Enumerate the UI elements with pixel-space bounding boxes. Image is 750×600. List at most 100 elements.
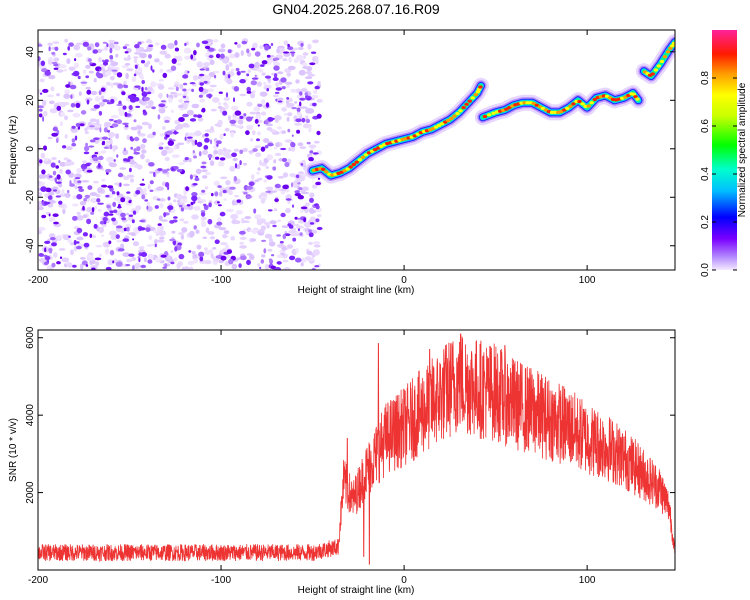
noise-speck [188, 157, 192, 163]
noise-speck [277, 71, 284, 75]
noise-speck [102, 241, 111, 248]
noise-speck [38, 174, 44, 180]
noise-blob [219, 157, 226, 161]
noise-blob [74, 135, 78, 141]
noise-speck [61, 257, 70, 263]
noise-blob [251, 77, 259, 80]
noise-blob [137, 41, 142, 45]
noise-blob [316, 226, 323, 231]
noise-blob [97, 162, 101, 169]
noise-speck [218, 227, 227, 231]
noise-blob [146, 205, 149, 210]
noise-speck [290, 232, 298, 237]
noise-blob [112, 260, 115, 264]
noise-blob [165, 182, 170, 188]
noise-speck [202, 134, 205, 138]
snr-y-tick-label: 6000 [25, 326, 36, 349]
noise-blob [234, 110, 242, 116]
noise-blob [84, 194, 91, 199]
noise-speck [88, 70, 94, 74]
noise-speck [141, 149, 147, 154]
noise-speck [212, 247, 217, 250]
noise-blob [261, 60, 268, 65]
noise-speck [287, 244, 293, 249]
noise-speck [64, 192, 71, 198]
noise-speck [171, 154, 180, 159]
noise-speck [263, 157, 269, 164]
noise-speck [264, 233, 273, 239]
noise-speck [128, 109, 132, 113]
noise-blob [99, 220, 105, 225]
noise-speck [197, 200, 204, 204]
noise-speck [312, 249, 320, 256]
noise-blob [239, 160, 242, 166]
noise-speck [149, 171, 155, 174]
ridge-hotspot [571, 102, 576, 106]
noise-speck [118, 110, 125, 117]
noise-speck [90, 90, 98, 96]
noise-blob [203, 80, 208, 84]
noise-blob [233, 97, 235, 103]
noise-blob [176, 169, 183, 173]
spectrogram-ridge [304, 34, 675, 184]
noise-blob [93, 137, 100, 140]
noise-speck [176, 62, 182, 66]
ridge-hotspot [586, 104, 591, 108]
noise-blob [109, 144, 113, 150]
noise-speck [191, 214, 199, 220]
noise-blob [193, 114, 198, 118]
noise-blob [266, 88, 270, 92]
noise-blob [286, 97, 290, 100]
noise-speck [146, 244, 153, 247]
snr-y-tick-label: 4000 [25, 404, 36, 427]
noise-speck [116, 239, 122, 243]
noise-speck [268, 241, 276, 247]
noise-speck [67, 239, 73, 243]
ridge-hotspot [449, 116, 454, 121]
noise-blob [295, 118, 302, 123]
noise-speck [58, 248, 66, 251]
noise-speck [159, 236, 165, 240]
noise-speck [106, 156, 114, 163]
noise-speck [86, 254, 93, 259]
noise-blob [59, 256, 63, 260]
ridge-hotspot [487, 113, 492, 117]
noise-blob [98, 110, 103, 116]
noise-speck [89, 192, 98, 197]
noise-blob [65, 84, 71, 88]
noise-speck [81, 180, 90, 183]
noise-speck [98, 136, 103, 141]
noise-blob [56, 174, 61, 180]
noise-speck [50, 216, 56, 221]
noise-blob [174, 246, 178, 252]
ridge-hotspot [635, 97, 640, 101]
noise-speck [199, 98, 206, 103]
noise-speck [105, 248, 110, 255]
noise-blob [109, 47, 113, 54]
noise-blob [299, 232, 303, 236]
noise-blob [40, 186, 47, 192]
noise-blob [309, 62, 316, 66]
noise-speck [39, 78, 45, 83]
ridge-hotspot [580, 102, 585, 106]
noise-blob [120, 197, 126, 203]
noise-blob [291, 106, 298, 110]
noise-speck [59, 101, 66, 108]
noise-blob [127, 156, 134, 160]
noise-blob [316, 113, 322, 119]
noise-speck [179, 108, 185, 111]
noise-blob [316, 130, 321, 136]
noise-blob [222, 70, 226, 76]
noise-blob [86, 99, 90, 105]
noise-speck [240, 50, 244, 56]
noise-blob [44, 70, 51, 76]
spectrogram-y-tick-label: 0 [25, 146, 36, 152]
noise-speck [103, 121, 110, 128]
noise-speck [101, 178, 106, 182]
snr-y-tick-label: 2000 [25, 481, 36, 504]
noise-blob [71, 142, 77, 147]
noise-blob [272, 224, 277, 228]
noise-speck [178, 104, 184, 109]
noise-blob [196, 114, 203, 119]
noise-speck [147, 253, 154, 260]
